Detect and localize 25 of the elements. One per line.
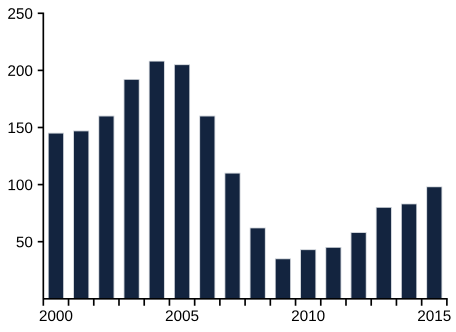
bar	[325, 246, 342, 299]
x-tick-label: 2000	[40, 310, 72, 322]
bar	[350, 232, 367, 299]
bar	[274, 258, 291, 299]
bar	[426, 186, 442, 299]
y-tick-label: 200	[8, 65, 32, 76]
bar	[98, 116, 114, 299]
bar	[376, 207, 392, 299]
x-tick-label: 2015	[418, 310, 451, 322]
bar	[48, 132, 64, 299]
y-tick-label: 250	[8, 8, 32, 19]
bar	[174, 64, 190, 299]
bar	[224, 172, 240, 299]
y-tick-label: 150	[8, 122, 32, 134]
bar	[199, 116, 216, 299]
x-tick-label: 2010	[292, 310, 325, 322]
bar	[148, 60, 165, 299]
bar	[250, 228, 266, 299]
x-tick-label: 2005	[166, 310, 198, 322]
bar	[124, 79, 140, 299]
bar	[300, 249, 316, 299]
bar	[401, 204, 418, 299]
y-tick-label: 50	[16, 236, 32, 248]
y-tick-label: 100	[8, 179, 32, 190]
bar	[73, 130, 90, 299]
